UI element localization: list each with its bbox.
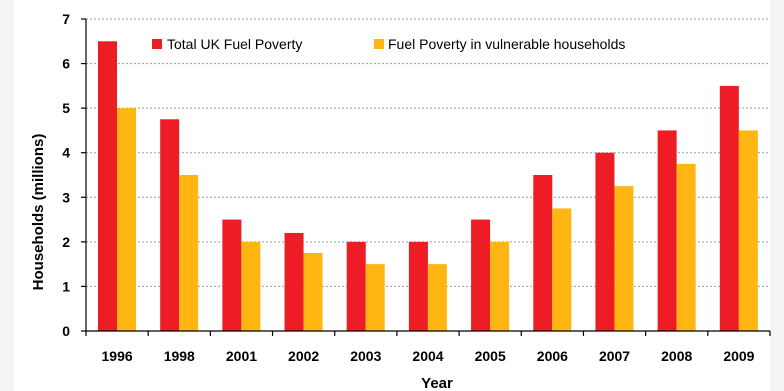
bar-vulnerable-2005: [490, 241, 510, 331]
bar-vulnerable-2009: [738, 130, 758, 331]
y-axis-title: Households (millions): [30, 134, 47, 291]
y-tick-label: 2: [62, 234, 70, 250]
bar-vulnerable-2003: [365, 264, 385, 331]
legend-label-vulnerable: Fuel Poverty in vulnerable households: [388, 36, 625, 52]
axes: [81, 18, 771, 336]
bar-vulnerable-1998: [179, 175, 199, 331]
x-tick-label: 2002: [288, 348, 319, 364]
y-tick-label: 6: [62, 56, 70, 72]
bar-total-2002: [284, 232, 304, 331]
bar-total-2006: [533, 175, 553, 331]
x-tick-labels: 1996 1998 2001 2002 2003 2004 2005 2006 2007 2008…: [102, 348, 755, 364]
x-tick-label: 1998: [164, 348, 195, 364]
x-tick-label: 2003: [350, 348, 381, 364]
legend: Total UK Fuel Poverty Fuel Poverty in vu…: [152, 36, 625, 52]
x-tick-label: 2007: [599, 348, 630, 364]
bar-series: [98, 41, 758, 332]
bar-total-1998: [160, 119, 180, 332]
bar-vulnerable-2008: [676, 163, 696, 331]
gridlines: [86, 18, 770, 287]
y-tick-label: 0: [62, 323, 70, 339]
x-tick-label: 2008: [661, 348, 692, 364]
x-tick-label: 1996: [102, 348, 133, 364]
y-tick-label: 7: [62, 11, 70, 27]
bar-total-2008: [657, 130, 677, 331]
legend-swatch-total: [152, 39, 162, 49]
x-tick-label: 2004: [412, 348, 443, 364]
chart-panel: [14, 0, 770, 391]
bar-total-2001: [222, 219, 242, 331]
x-tick-label: 2009: [723, 348, 754, 364]
y-tick-label: 5: [62, 100, 70, 116]
y-tick-label: 3: [62, 189, 70, 205]
bar-total-2003: [346, 241, 366, 331]
bar-total-2004: [408, 241, 428, 331]
bar-total-1996: [98, 41, 117, 332]
x-axis-title: Year: [421, 375, 453, 391]
x-tick-label: 2006: [537, 348, 568, 364]
y-tick-label: 4: [62, 145, 70, 161]
bar-vulnerable-2004: [427, 264, 447, 331]
bar-vulnerable-2002: [303, 253, 323, 331]
bar-vulnerable-2007: [614, 186, 634, 331]
bar-vulnerable-1996: [117, 108, 136, 332]
bar-vulnerable-2006: [552, 208, 572, 331]
bar-total-2005: [471, 219, 491, 331]
y-tick-label: 1: [62, 278, 70, 294]
x-tick-label: 2005: [475, 348, 506, 364]
bar-total-2009: [719, 85, 739, 331]
y-tick-labels: 0 1 2 3 4 5 6 7: [62, 11, 70, 339]
x-tick-label: 2001: [226, 348, 257, 364]
bar-vulnerable-2001: [241, 241, 261, 331]
legend-swatch-vulnerable: [374, 39, 384, 49]
bar-total-2007: [595, 152, 615, 331]
legend-label-total: Total UK Fuel Poverty: [167, 36, 302, 52]
